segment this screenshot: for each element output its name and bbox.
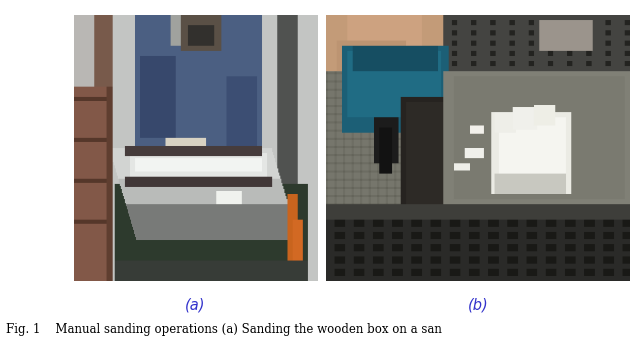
Text: Fig. 1    Manual sanding operations (a) Sanding the wooden box on a san: Fig. 1 Manual sanding operations (a) San… <box>6 323 442 336</box>
Text: (a): (a) <box>185 298 205 313</box>
Text: (b): (b) <box>468 298 489 313</box>
